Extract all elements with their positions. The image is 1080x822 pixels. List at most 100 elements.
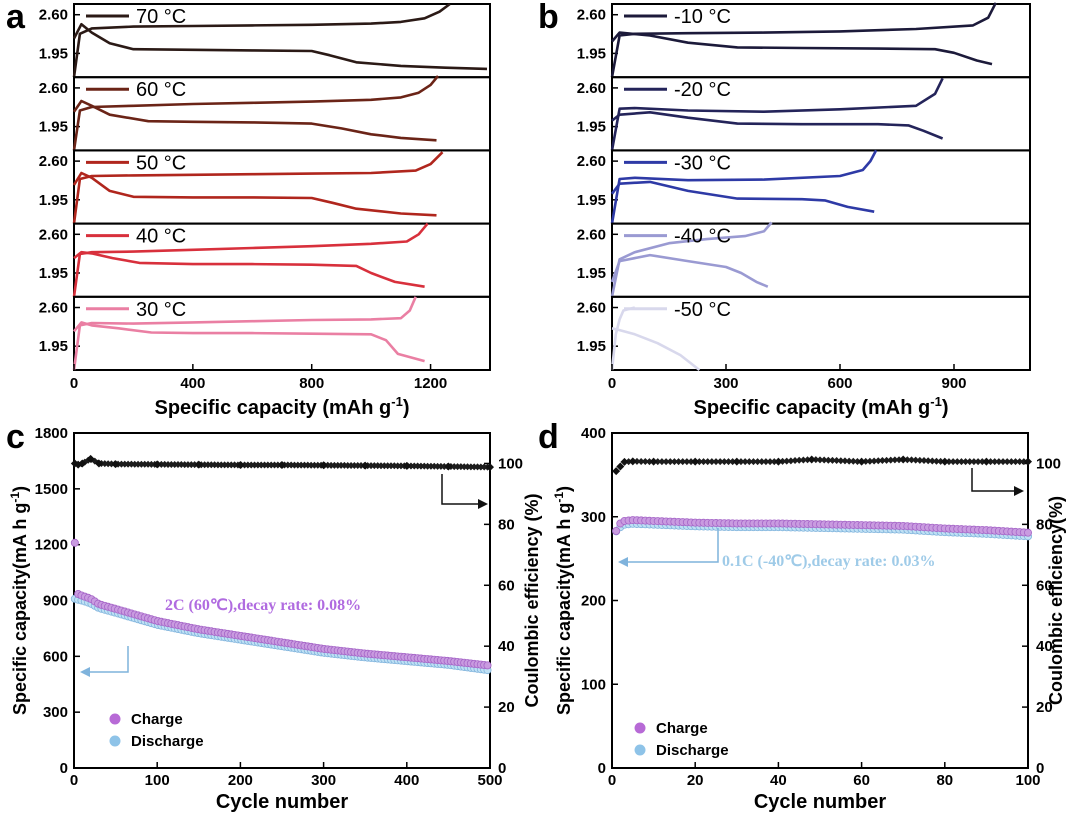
efficiency-point bbox=[194, 460, 203, 469]
x-axis-label-main: Specific capacity (mAh g bbox=[155, 397, 392, 419]
efficiency-point bbox=[945, 458, 953, 466]
efficiency-point bbox=[729, 458, 737, 466]
discharge-curve bbox=[72, 171, 437, 217]
efficiency-point bbox=[1003, 458, 1011, 466]
x-axis-label-sup: -1 bbox=[930, 394, 942, 409]
efficiency-point bbox=[899, 455, 908, 464]
temperature-label: 30 °C bbox=[136, 299, 186, 321]
y2-tick-label: 100 bbox=[1036, 455, 1061, 472]
x-tick-label: 20 bbox=[687, 772, 704, 789]
legend-label: Discharge bbox=[131, 733, 204, 750]
efficiency-point bbox=[762, 458, 770, 466]
efficiency-point bbox=[970, 458, 978, 466]
subplot-1: 2.60 1.95 -20 °C bbox=[577, 76, 1031, 152]
efficiency-point bbox=[974, 458, 982, 466]
y2-tick-label: 0 bbox=[498, 760, 506, 777]
panel-letter: b bbox=[538, 0, 559, 36]
annotation: 2C (60℃),decay rate: 0.08% bbox=[165, 597, 361, 614]
right-axis-arrow bbox=[971, 468, 1016, 492]
efficiency-point bbox=[999, 458, 1007, 466]
charge-point bbox=[70, 538, 79, 547]
subplot-3: 2.60 1.95 -40 °C bbox=[577, 221, 1031, 298]
efficiency-point bbox=[633, 457, 641, 465]
efficiency-point bbox=[737, 458, 745, 466]
x-tick-label: 0 bbox=[70, 375, 78, 392]
efficiency-point bbox=[841, 457, 849, 465]
x-tick-label: 0 bbox=[608, 375, 616, 392]
efficiency-point bbox=[878, 457, 886, 465]
y2-tick-label: 80 bbox=[498, 516, 515, 533]
efficiency-point bbox=[732, 457, 741, 466]
y-tick-label: 2.60 bbox=[39, 300, 68, 317]
efficiency-point bbox=[641, 458, 649, 466]
y-tick-label: 1.95 bbox=[39, 338, 68, 355]
efficiency-point bbox=[745, 458, 753, 466]
temperature-label: -50 °C bbox=[674, 299, 731, 321]
efficiency-point bbox=[278, 460, 286, 469]
efficiency-point bbox=[837, 457, 845, 465]
efficiency-point bbox=[620, 457, 629, 466]
y-axis-label-main: Specific capacity(mA h g bbox=[554, 503, 574, 715]
efficiency-point bbox=[787, 457, 795, 465]
y-tick-label: 400 bbox=[581, 425, 606, 442]
efficiency-point bbox=[670, 458, 678, 466]
legend-marker bbox=[633, 721, 647, 735]
y-tick-label: 900 bbox=[43, 593, 68, 610]
annotation: 0.1C (-40℃),decay rate: 0.03% bbox=[722, 553, 935, 570]
efficiency-point bbox=[402, 461, 411, 470]
efficiency-point bbox=[978, 458, 986, 466]
y-tick-label: 1.95 bbox=[577, 265, 606, 282]
temperature-label: -20 °C bbox=[674, 79, 731, 101]
efficiency-point bbox=[924, 457, 932, 465]
y2-tick-label: 20 bbox=[498, 699, 515, 716]
efficiency-point bbox=[654, 458, 662, 466]
efficiency-point bbox=[78, 459, 87, 468]
charge-curve bbox=[610, 221, 773, 298]
left-axis-arrowhead bbox=[80, 667, 90, 677]
efficiency-point bbox=[962, 458, 970, 466]
efficiency-point bbox=[920, 457, 928, 465]
efficiency-point bbox=[444, 462, 453, 471]
y2-tick-label: 20 bbox=[1036, 699, 1053, 716]
efficiency-point bbox=[724, 458, 732, 466]
efficiency-point bbox=[932, 457, 940, 465]
y-tick-label: 2.60 bbox=[39, 226, 68, 243]
right-axis-arrowhead bbox=[478, 499, 488, 509]
x-tick-label: 900 bbox=[941, 375, 966, 392]
legend-label: Discharge bbox=[656, 742, 729, 759]
y2-tick-label: 40 bbox=[498, 638, 515, 655]
y-axis-label-sup: -1 bbox=[552, 492, 566, 503]
x-tick-label: 300 bbox=[311, 772, 336, 789]
charge-curve bbox=[610, 2, 997, 78]
efficiency-point bbox=[928, 457, 936, 465]
charge-curve bbox=[610, 149, 878, 224]
y-tick-label: 2.60 bbox=[39, 80, 68, 97]
discharge-curve bbox=[72, 22, 488, 71]
right-axis-arrow bbox=[441, 474, 480, 505]
efficiency-point bbox=[319, 461, 328, 470]
y-tick-label: 100 bbox=[581, 676, 606, 693]
efficiency-point bbox=[704, 458, 712, 466]
efficiency-point bbox=[774, 457, 783, 466]
y-axis-label-end: ) bbox=[554, 486, 574, 492]
legend-marker bbox=[633, 743, 647, 757]
charge-curve bbox=[610, 306, 636, 371]
y2-tick-label: 100 bbox=[498, 455, 523, 472]
efficiency-point bbox=[1012, 458, 1020, 466]
y2-tick-label: 40 bbox=[1036, 638, 1053, 655]
efficiency-point bbox=[845, 457, 853, 465]
charge-point bbox=[483, 661, 492, 670]
x-axis-label-sup: -1 bbox=[391, 394, 403, 409]
efficiency-point bbox=[749, 458, 757, 466]
efficiency-point bbox=[1016, 458, 1024, 466]
y-tick-label: 1500 bbox=[35, 481, 68, 498]
legend: Charge Discharge bbox=[108, 711, 204, 750]
efficiency-point bbox=[679, 458, 687, 466]
efficiency-point bbox=[957, 458, 965, 466]
x-axis-label-end: ) bbox=[403, 397, 410, 419]
efficiency-point bbox=[754, 458, 762, 466]
efficiency-point bbox=[940, 457, 949, 466]
discharge-curve bbox=[73, 250, 425, 288]
discharge-curve bbox=[611, 327, 701, 372]
y-tick-label: 2.60 bbox=[577, 80, 606, 97]
